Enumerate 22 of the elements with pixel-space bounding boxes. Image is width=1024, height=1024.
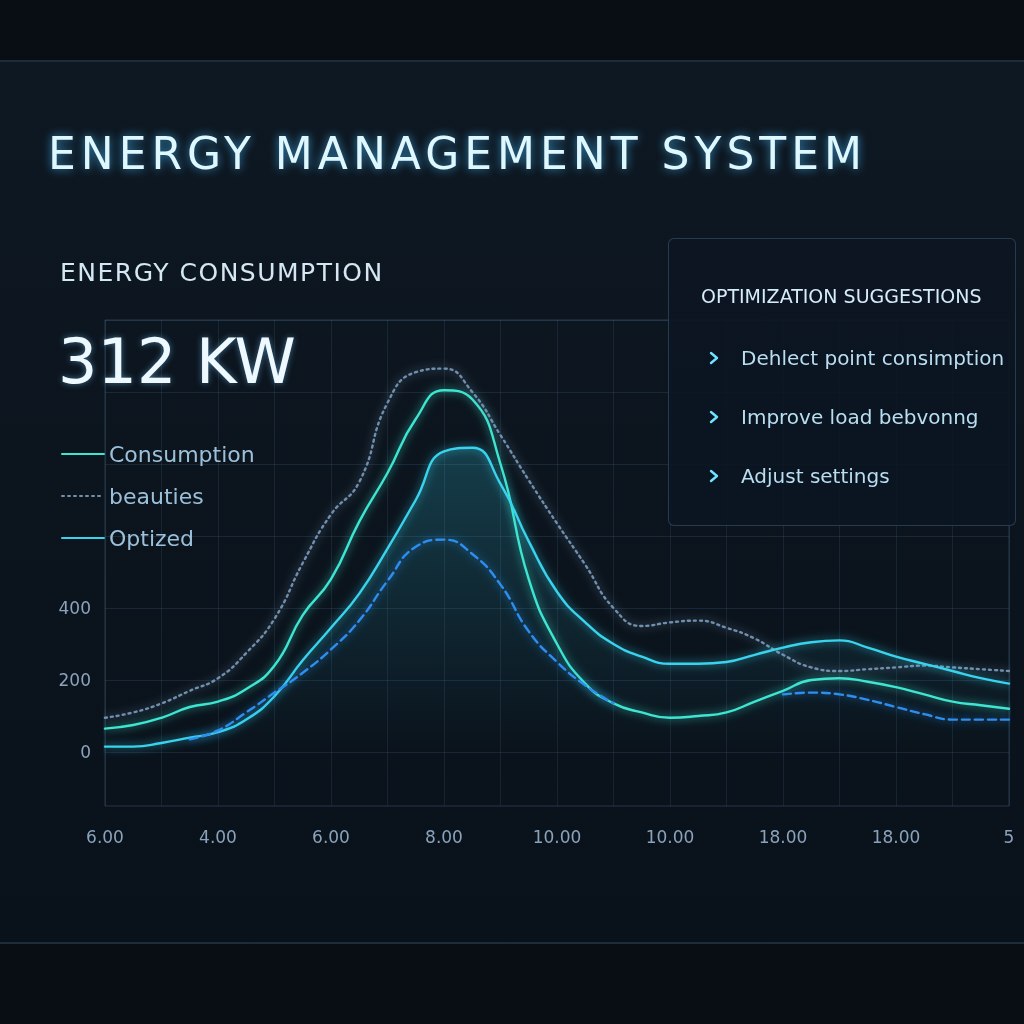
chart-title: ENERGY MANAGEMENT SYSTEM — [48, 128, 867, 179]
annotation: Dehlect point consimption — [741, 346, 1005, 370]
y-tick-label: 200 — [58, 670, 91, 690]
annotation: 312 KW — [58, 325, 296, 398]
x-tick-label: 10.00 — [532, 826, 582, 847]
legend-label: Optized — [109, 525, 195, 551]
x-tick-label: 10.00 — [645, 826, 695, 847]
x-tick-label: 6.00 — [86, 826, 124, 847]
annotation: Improve load bebvonng — [741, 405, 979, 429]
chart-subtitle: ENERGY CONSUMPTION — [60, 258, 384, 287]
y-tick-label: 400 — [58, 598, 91, 618]
x-tick-label: 8.00 — [425, 826, 463, 847]
x-tick-label: 4.00 — [199, 826, 237, 847]
x-tick-label: 18.00 — [871, 826, 921, 847]
annotation: Adjust settings — [741, 464, 890, 488]
x-tick-label: 5 — [1003, 826, 1015, 847]
legend-label: Consumption — [109, 441, 255, 467]
y-tick-label: 0 — [80, 742, 91, 762]
x-tick-label: 6.00 — [312, 826, 350, 847]
x-tick-label: 18.00 — [758, 826, 808, 847]
text: OPTIMIZATION SUGGESTIONS — [701, 285, 982, 307]
legend-label: beauties — [109, 483, 204, 509]
